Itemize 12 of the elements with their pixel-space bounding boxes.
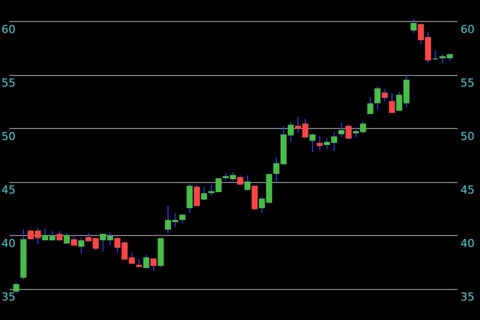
y2-tick-label: 50 [460, 130, 474, 143]
y-tick-label: 40 [2, 236, 16, 250]
y-tick-label: 50 [2, 130, 16, 143]
y-tick-label: 60 [2, 22, 16, 36]
y-tick-label: 35 [2, 290, 16, 304]
y2-tick-label: 35 [460, 290, 474, 304]
y2-tick-label: 40 [460, 236, 474, 250]
y2-tick-label: 60 [460, 22, 474, 36]
y-tick-label: 55 [2, 76, 16, 90]
y2-tick-label: 45 [460, 183, 474, 196]
y2-tick-label: 55 [460, 76, 474, 90]
y-tick-label: 45 [2, 183, 16, 196]
